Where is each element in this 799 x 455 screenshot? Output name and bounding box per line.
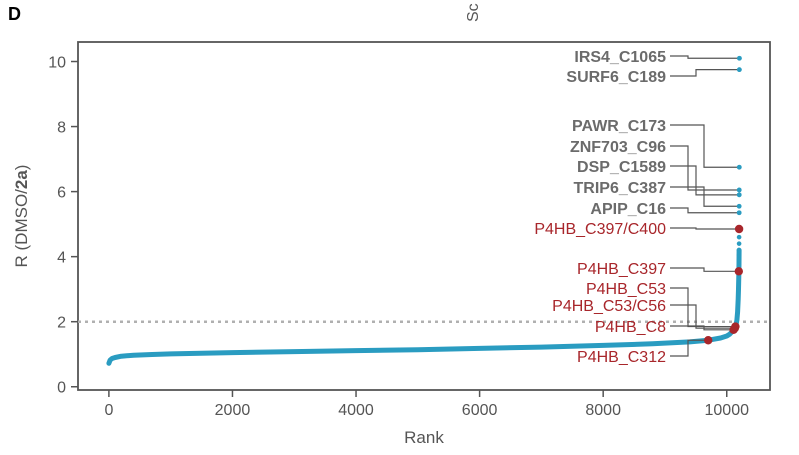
- leader-line: [670, 227, 738, 230]
- data-point: [736, 203, 742, 209]
- x-tick-label: 8000: [585, 402, 621, 419]
- data-point: [736, 67, 742, 73]
- y-tick-label: 10: [48, 55, 66, 72]
- leader-line: [670, 165, 738, 196]
- point-label: ZNF703_C96: [570, 139, 666, 156]
- point-label: P4HB_C397: [577, 261, 666, 278]
- data-point: [736, 262, 742, 268]
- leader-line: [670, 69, 738, 77]
- x-tick-label: 2000: [215, 402, 251, 419]
- point-label: SURF6_C189: [566, 69, 666, 86]
- plot-frame: [77, 41, 771, 391]
- leader-line: [670, 287, 734, 328]
- data-series-curve: [106, 247, 742, 366]
- data-point: [736, 164, 742, 170]
- x-tick-label: 0: [104, 402, 113, 419]
- data-point: [736, 247, 742, 253]
- data-point: [736, 187, 742, 193]
- leader-line: [670, 304, 733, 329]
- data-point: [736, 210, 742, 216]
- point-label: APIP_C16: [590, 201, 666, 218]
- highlighted-point: [734, 224, 744, 234]
- point-label: P4HB_C312: [577, 349, 666, 366]
- y-axis-title-prefix: R (DMSO/: [12, 189, 31, 268]
- y-axis-title-bold: 2a: [12, 170, 31, 189]
- point-label: P4HB_C53: [586, 281, 666, 298]
- clipped-title-fragment: Sc: [465, 3, 482, 22]
- y-tick-label: 6: [57, 185, 66, 202]
- data-point: [737, 55, 742, 61]
- point-label: PAWR_C173: [572, 118, 666, 135]
- point-label: DSP_C1589: [577, 159, 666, 176]
- x-axis-title: Rank: [404, 428, 444, 447]
- data-point: [736, 252, 742, 258]
- point-label: P4HB_C397/C400: [534, 221, 666, 238]
- leader-line: [670, 267, 737, 272]
- x-tick-label: 10000: [705, 402, 750, 419]
- leader-line: [670, 124, 738, 168]
- point-label: TRIP6_C387: [574, 180, 667, 197]
- data-point: [736, 257, 742, 263]
- leader-line: [670, 55, 738, 59]
- y-axis-title: R (DMSO/2a): [12, 165, 31, 268]
- highlighted-point: [704, 336, 713, 345]
- y-tick-label: 4: [57, 250, 66, 267]
- leader-line: [670, 325, 732, 331]
- x-tick-label: 6000: [462, 402, 498, 419]
- y-axis-title-suffix: ): [12, 165, 31, 171]
- y-tick-label: 0: [57, 380, 66, 397]
- y-tick-label: 2: [57, 315, 66, 332]
- leader-line: [670, 339, 707, 357]
- data-point: [736, 241, 742, 246]
- data-point: [736, 234, 742, 240]
- point-label: P4HB_C8: [595, 319, 666, 336]
- leader-line: [670, 207, 738, 214]
- leader-line: [670, 186, 738, 207]
- point-label: P4HB_C53/C56: [552, 298, 666, 315]
- highlighted-point: [734, 267, 743, 276]
- highlighted-point: [729, 325, 738, 335]
- point-label: IRS4_C1065: [574, 49, 666, 66]
- panel-letter: D: [8, 4, 21, 24]
- y-tick-label: 8: [57, 120, 66, 137]
- leader-line: [670, 145, 738, 191]
- x-tick-label: 4000: [338, 402, 374, 419]
- data-point: [736, 192, 742, 198]
